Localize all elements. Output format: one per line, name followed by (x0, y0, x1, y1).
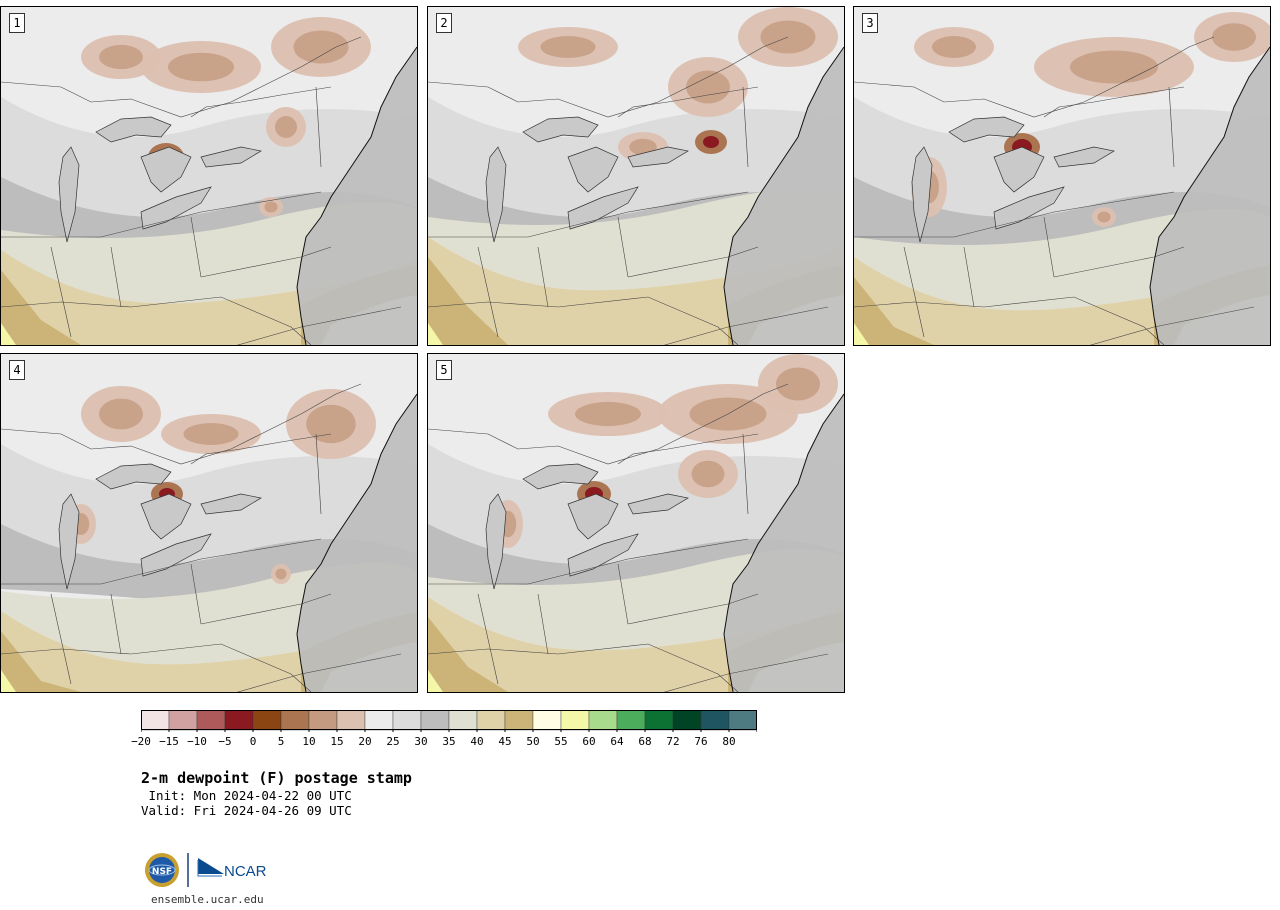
colorbar-swatch (476, 710, 506, 731)
colorbar-swatch (392, 710, 422, 731)
colorbar-swatch (308, 710, 338, 731)
dewpoint-map (1, 7, 417, 345)
colorbar-tick-label: 60 (582, 735, 596, 748)
colorbar-swatch (196, 710, 226, 731)
colorbar-tick-label: 5 (277, 735, 285, 748)
colorbar-swatch (364, 710, 394, 731)
colorbar-tick-label: 80 (722, 735, 736, 748)
colorbar-tick-label: 40 (470, 735, 484, 748)
colorbar-tick-label: 55 (554, 735, 568, 748)
nsf-logo: NSF (145, 853, 179, 887)
panel-number: 1 (9, 13, 25, 33)
colorbar-swatch (644, 710, 674, 731)
colorbar-tick-label: −10 (187, 735, 207, 748)
colorbar-tick-label: 50 (526, 735, 540, 748)
map-panel-2: 2 (427, 6, 845, 346)
colorbar-swatch (224, 710, 254, 731)
colorbar-tick-label: −5 (218, 735, 232, 748)
colorbar-swatch (504, 710, 534, 731)
panel-number: 5 (436, 360, 452, 380)
colorbar-swatch (672, 710, 702, 731)
map-panel-5: 5 (427, 353, 845, 693)
init-time: Init: Mon 2024-04-22 00 UTC (141, 788, 352, 803)
colorbar-swatch (280, 710, 310, 731)
colorbar (141, 710, 757, 732)
logos: NSF NCAR (145, 853, 267, 887)
colorbar-swatch (168, 710, 198, 731)
svg-text:NSF: NSF (152, 867, 172, 877)
colorbar-swatch (420, 710, 450, 731)
colorbar-swatch (532, 710, 562, 731)
colorbar-tick-label: 76 (694, 735, 708, 748)
panel-number: 3 (862, 13, 878, 33)
map-panel-4: 4 (0, 353, 418, 693)
colorbar-tick-label: −15 (159, 735, 179, 748)
dewpoint-map (428, 354, 844, 692)
dewpoint-map (854, 7, 1270, 345)
colorbar-swatch (448, 710, 478, 731)
colorbar-swatch (252, 710, 282, 731)
dewpoint-map (428, 7, 844, 345)
ncar-logo: NCAR (197, 858, 267, 880)
colorbar-tick-label: 15 (330, 735, 344, 748)
colorbar-tick-label: 72 (666, 735, 680, 748)
colorbar-tick-label: 0 (249, 735, 257, 748)
colorbar-tick-label: 30 (414, 735, 428, 748)
colorbar-tick-label: 10 (302, 735, 316, 748)
map-panel-3: 3 (853, 6, 1271, 346)
colorbar-tick-label: 25 (386, 735, 400, 748)
panel-number: 4 (9, 360, 25, 380)
colorbar-swatch (588, 710, 618, 731)
colorbar-swatch (336, 710, 366, 731)
colorbar-swatch (560, 710, 590, 731)
valid-time: Valid: Fri 2024-04-26 09 UTC (141, 803, 352, 818)
dewpoint-map (1, 354, 417, 692)
colorbar-tick-label: 45 (498, 735, 512, 748)
map-panel-1: 1 (0, 6, 418, 346)
colorbar-swatch (141, 710, 170, 731)
colorbar-swatch (728, 710, 757, 731)
colorbar-tick-label: 20 (358, 735, 372, 748)
colorbar-tick-label: 64 (610, 735, 624, 748)
colorbar-tick-label: −20 (131, 735, 151, 748)
panel-number: 2 (436, 13, 452, 33)
colorbar-swatch (700, 710, 730, 731)
colorbar-tick-label: 68 (638, 735, 652, 748)
chart-title: 2-m dewpoint (F) postage stamp (141, 769, 412, 787)
colorbar-swatch (616, 710, 646, 731)
colorbar-tick-label: 35 (442, 735, 456, 748)
svg-text:NCAR: NCAR (224, 863, 267, 880)
footer-url: ensemble.ucar.edu (151, 893, 264, 906)
